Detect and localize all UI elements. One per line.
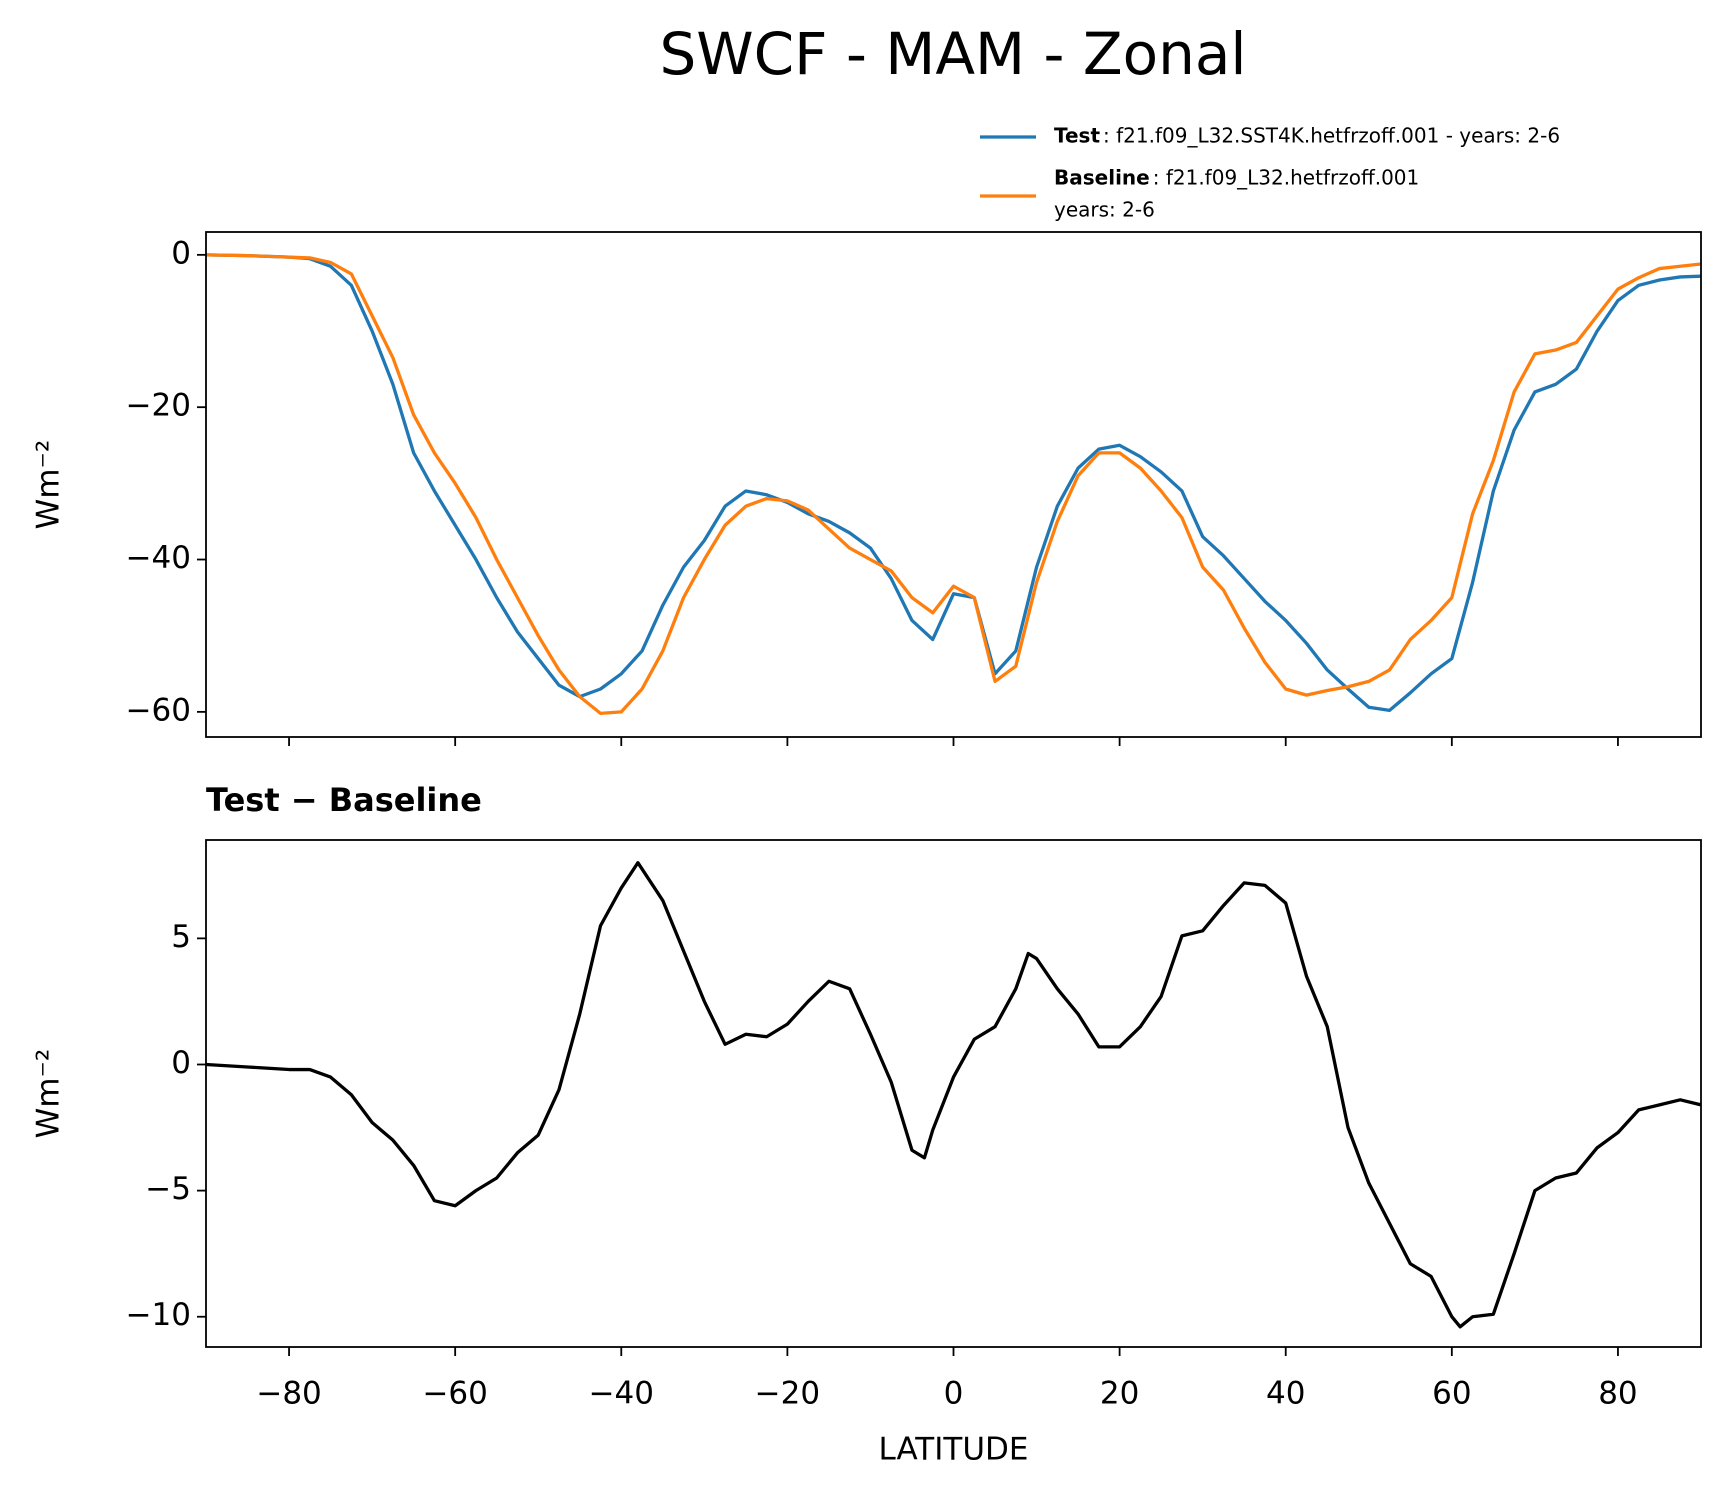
- legend-detail: years: 2-6: [1054, 198, 1155, 222]
- y-tick-label: −5: [145, 1171, 191, 1207]
- y-tick-label: −10: [126, 1297, 191, 1333]
- panel-title: Test − Baseline: [206, 781, 482, 819]
- x-tick-label: −80: [256, 1376, 321, 1412]
- x-tick-label: −40: [589, 1376, 654, 1412]
- data-line: [206, 253, 1701, 712]
- data-line: [206, 253, 1701, 716]
- figure-title: SWCF - MAM - Zonal: [659, 20, 1246, 88]
- legend-name: Test: [1054, 124, 1100, 148]
- y-tick-label: −20: [126, 388, 191, 424]
- axes-frame: [205, 839, 1702, 1348]
- x-axis-label: LATITUDE: [879, 1432, 1029, 1468]
- x-tick-label: 20: [1100, 1376, 1139, 1412]
- legend-name: Baseline: [1054, 166, 1150, 190]
- legend-detail: : f21.f09_L32.hetfrzoff.001: [1153, 166, 1420, 190]
- axes-frame: [205, 231, 1702, 738]
- y-tick-label: −40: [126, 540, 191, 576]
- x-tick-label: 80: [1598, 1376, 1637, 1412]
- x-tick-label: 60: [1432, 1376, 1471, 1412]
- legend-detail: : f21.f09_L32.SST4K.hetfrzoff.001 - year…: [1103, 124, 1560, 148]
- y-tick-label: −60: [126, 692, 191, 728]
- data-line: [206, 861, 1701, 1329]
- y-axis-label: Wm⁻²: [31, 1049, 67, 1139]
- x-tick-label: −60: [422, 1376, 487, 1412]
- y-tick-label: 0: [171, 235, 191, 271]
- y-axis-label: Wm⁻²: [31, 440, 67, 530]
- y-tick-label: 5: [171, 919, 191, 955]
- x-tick-label: −20: [755, 1376, 820, 1412]
- x-tick-label: 40: [1266, 1376, 1305, 1412]
- x-tick-label: 0: [944, 1376, 964, 1412]
- y-tick-label: 0: [171, 1045, 191, 1081]
